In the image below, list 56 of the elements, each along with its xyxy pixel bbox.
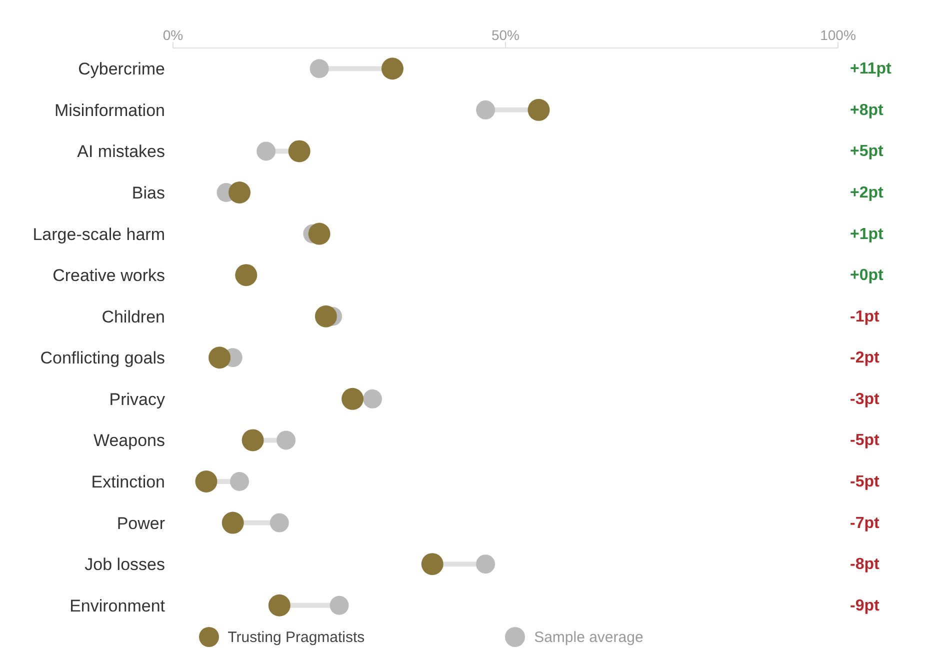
- text: +5pt: [850, 143, 884, 160]
- text: +0pt: [850, 267, 884, 284]
- y-tick-label: Job losses: [84, 555, 165, 574]
- text: -2pt: [850, 350, 880, 367]
- y-tick-label: Conflicting goals: [40, 348, 165, 368]
- text: -5pt: [850, 432, 880, 450]
- point: [381, 58, 404, 80]
- text: -3pt: [850, 390, 880, 408]
- text: -1pt: [850, 308, 880, 326]
- point: [314, 305, 337, 328]
- y-tick-label: Privacy: [109, 390, 166, 409]
- text: +11pt: [850, 60, 892, 78]
- point: [230, 472, 249, 491]
- point: [288, 140, 310, 162]
- y-tick-label: Bias: [132, 184, 165, 203]
- point: [222, 512, 244, 534]
- point: [256, 142, 276, 161]
- point: [208, 346, 231, 369]
- point: [476, 100, 496, 120]
- y-tick-label: Children: [102, 307, 165, 326]
- y-tick-label: Extinction: [91, 472, 165, 492]
- y-tick-label: Creative works: [52, 266, 165, 286]
- point: [235, 264, 258, 286]
- legend-label: Trusting Pragmatists: [226, 628, 365, 648]
- text: +8pt: [850, 102, 884, 119]
- y-tick-label: Weapons: [93, 431, 165, 450]
- legend-label: Sample average: [533, 628, 644, 648]
- point: [330, 596, 349, 615]
- point: [421, 553, 444, 576]
- text: -8pt: [850, 556, 880, 574]
- point: [363, 389, 382, 408]
- y-tick-label: AI mistakes: [77, 142, 165, 162]
- point: [195, 470, 218, 492]
- x-tick-label: 50%: [491, 27, 520, 43]
- x-tick-label: 0%: [162, 27, 184, 43]
- text: -5pt: [850, 474, 880, 490]
- y-tick-label: Environment: [70, 596, 166, 616]
- point: [270, 513, 289, 532]
- text: +1pt: [850, 226, 884, 243]
- point: [268, 594, 290, 616]
- y-tick-label: Cybercrime: [78, 60, 165, 79]
- point: [308, 222, 330, 245]
- text: -7pt: [850, 514, 880, 532]
- point: [276, 430, 296, 450]
- y-tick-label: Large-scale harm: [32, 224, 165, 244]
- text: +2pt: [850, 184, 884, 202]
- point: [528, 98, 550, 121]
- point: [476, 554, 496, 574]
- point: [310, 59, 329, 78]
- x-tick-label: 100%: [820, 27, 856, 43]
- point: [242, 429, 264, 452]
- y-tick-label: Power: [116, 514, 166, 533]
- point: [228, 182, 250, 204]
- y-tick-label: Misinformation: [54, 100, 165, 120]
- point: [342, 388, 364, 410]
- text: -9pt: [850, 597, 880, 614]
